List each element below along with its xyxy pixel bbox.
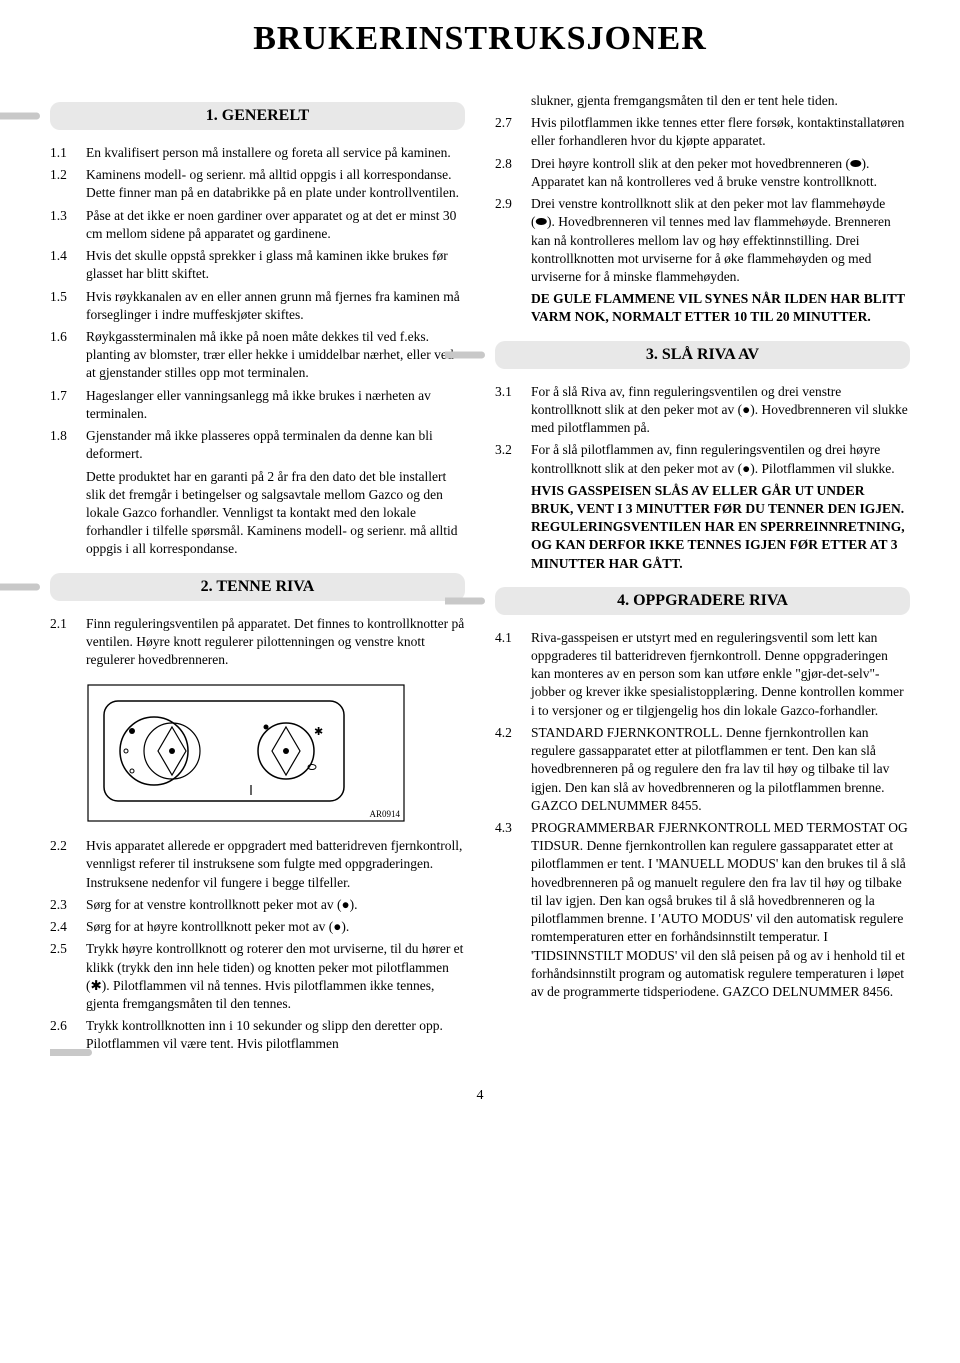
item-4-1: 4.1 Riva-gasspeisen er utstyrt med en re… bbox=[495, 629, 910, 720]
item-text: Sørg for at høyre kontrollknott peker mo… bbox=[86, 918, 465, 936]
main-title: BRUKERINSTRUKSJONER bbox=[50, 20, 910, 58]
item-num: 2.1 bbox=[50, 615, 86, 670]
footer-accent-bar bbox=[50, 1049, 92, 1056]
item-2-2: 2.2 Hvis apparatet allerede er oppgrader… bbox=[50, 837, 465, 892]
item-text: Hvis apparatet allerede er oppgradert me… bbox=[86, 837, 465, 892]
item-text: Riva-gasspeisen er utstyrt med en regule… bbox=[531, 629, 910, 720]
item-1-7: 1.7 Hageslanger eller vanningsanlegg må … bbox=[50, 387, 465, 423]
section-4-header: 4. OPPGRADERE RIVA bbox=[495, 587, 910, 615]
item-num: 2.4 bbox=[50, 918, 86, 936]
item-text: PROGRAMMERBAR FJERNKONTROLL MED TERMOSTA… bbox=[531, 819, 910, 1001]
item-text: Gjenstander må ikke plasseres oppå termi… bbox=[86, 427, 465, 463]
item-3-1: 3.1 For å slå Riva av, finn reguleringsv… bbox=[495, 383, 910, 438]
item-text: For å slå Riva av, finn reguleringsventi… bbox=[531, 383, 910, 438]
item-1-1: 1.1 En kvalifisert person må installere … bbox=[50, 144, 465, 162]
left-column: 1. GENERELT 1.1 En kvalifisert person må… bbox=[50, 88, 465, 1058]
item-4-2: 4.2 STANDARD FJERNKONTROLL. Denne fjernk… bbox=[495, 724, 910, 815]
item-num: 4.3 bbox=[495, 819, 531, 1001]
item-2-7: 2.7 Hvis pilotflammen ikke tennes etter … bbox=[495, 114, 910, 150]
item-1-4: 1.4 Hvis det skulle oppstå sprekker i gl… bbox=[50, 247, 465, 283]
item-text: Kaminens modell- og serienr. må alltid o… bbox=[86, 166, 465, 202]
diagram-label: AR0914 bbox=[369, 809, 400, 819]
item-2-1: 2.1 Finn reguleringsventilen på apparate… bbox=[50, 615, 465, 670]
item-3-2: 3.2 For å slå pilotflammen av, finn regu… bbox=[495, 441, 910, 477]
section-2-header: 2. TENNE RIVA bbox=[50, 573, 465, 601]
control-valve-diagram: ✱ AR0914 bbox=[86, 683, 406, 823]
valve-diagram-svg: ✱ bbox=[86, 683, 406, 823]
item-2-8: 2.8 Drei høyre kontroll slik at den peke… bbox=[495, 155, 910, 191]
item-text: Drei høyre kontroll slik at den peker mo… bbox=[531, 155, 910, 191]
item-num: 1.3 bbox=[50, 207, 86, 243]
item-num: 4.2 bbox=[495, 724, 531, 815]
item-num: 2.9 bbox=[495, 195, 531, 286]
svg-text:✱: ✱ bbox=[314, 726, 323, 738]
item-text: Hvis røykkanalen av en eller annen grunn… bbox=[86, 288, 465, 324]
item-num: 1.1 bbox=[50, 144, 86, 162]
section-2-bold-note: DE GULE FLAMMENE VIL SYNES NÅR ILDEN HAR… bbox=[531, 290, 910, 326]
section-3-bold-note: HVIS GASSPEISEN SLÅS AV ELLER GÅR UT UND… bbox=[531, 482, 910, 573]
item-num: 2.5 bbox=[50, 940, 86, 1013]
item-text: Hageslanger eller vanningsanlegg må ikke… bbox=[86, 387, 465, 423]
item-text: STANDARD FJERNKONTROLL. Denne fjernkontr… bbox=[531, 724, 910, 815]
item-text: En kvalifisert person må installere og f… bbox=[86, 144, 465, 162]
item-2-6: 2.6 Trykk kontrollknotten inn i 10 sekun… bbox=[50, 1017, 465, 1053]
right-column: slukner, gjenta fremgangsmåten til den e… bbox=[495, 88, 910, 1058]
section-1-continuation: Dette produktet har en garanti på 2 år f… bbox=[86, 468, 465, 559]
columns-container: 1. GENERELT 1.1 En kvalifisert person må… bbox=[50, 88, 910, 1058]
item-1-8: 1.8 Gjenstander må ikke plasseres oppå t… bbox=[50, 427, 465, 463]
item-text: Drei venstre kontrollknott slik at den p… bbox=[531, 195, 910, 286]
section-3-header: 3. SLÅ RIVA AV bbox=[495, 341, 910, 369]
item-num: 1.4 bbox=[50, 247, 86, 283]
item-1-6: 1.6 Røykgassterminalen må ikke på noen m… bbox=[50, 328, 465, 383]
item-num: 3.2 bbox=[495, 441, 531, 477]
item-num: 2.2 bbox=[50, 837, 86, 892]
item-text: Påse at det ikke er noen gardiner over a… bbox=[86, 207, 465, 243]
item-num: 2.8 bbox=[495, 155, 531, 191]
item-1-2: 1.2 Kaminens modell- og serienr. må allt… bbox=[50, 166, 465, 202]
item-num: 2.7 bbox=[495, 114, 531, 150]
item-num: 1.6 bbox=[50, 328, 86, 383]
item-num: 1.8 bbox=[50, 427, 86, 463]
item-num: 1.5 bbox=[50, 288, 86, 324]
item-2-4: 2.4 Sørg for at høyre kontrollknott peke… bbox=[50, 918, 465, 936]
item-2-9: 2.9 Drei venstre kontrollknott slik at d… bbox=[495, 195, 910, 286]
item-text: Røykgassterminalen må ikke på noen måte … bbox=[86, 328, 465, 383]
item-4-3: 4.3 PROGRAMMERBAR FJERNKONTROLL MED TERM… bbox=[495, 819, 910, 1001]
item-text: Finn reguleringsventilen på apparatet. D… bbox=[86, 615, 465, 670]
page-wrapper: BRUKERINSTRUKSJONER 1. GENERELT 1.1 En k… bbox=[50, 20, 910, 1104]
item-num: 1.7 bbox=[50, 387, 86, 423]
item-num: 4.1 bbox=[495, 629, 531, 720]
item-text: Trykk høyre kontrollknott og roterer den… bbox=[86, 940, 465, 1013]
item-2-3: 2.3 Sørg for at venstre kontrollknott pe… bbox=[50, 896, 465, 914]
item-1-3: 1.3 Påse at det ikke er noen gardiner ov… bbox=[50, 207, 465, 243]
item-text: Trykk kontrollknotten inn i 10 sekunder … bbox=[86, 1017, 465, 1053]
item-text: Hvis pilotflammen ikke tennes etter fler… bbox=[531, 114, 910, 150]
item-num: 3.1 bbox=[495, 383, 531, 438]
section-1-header: 1. GENERELT bbox=[50, 102, 465, 130]
item-1-5: 1.5 Hvis røykkanalen av en eller annen g… bbox=[50, 288, 465, 324]
item-num: 2.3 bbox=[50, 896, 86, 914]
item-text: Sørg for at venstre kontrollknott peker … bbox=[86, 896, 465, 914]
item-2-5: 2.5 Trykk høyre kontrollknott og roterer… bbox=[50, 940, 465, 1013]
item-num: 1.2 bbox=[50, 166, 86, 202]
section-2-right-continuation: slukner, gjenta fremgangsmåten til den e… bbox=[531, 92, 910, 110]
page-number: 4 bbox=[50, 1088, 910, 1104]
item-text: Hvis det skulle oppstå sprekker i glass … bbox=[86, 247, 465, 283]
item-text: For å slå pilotflammen av, finn reguleri… bbox=[531, 441, 910, 477]
